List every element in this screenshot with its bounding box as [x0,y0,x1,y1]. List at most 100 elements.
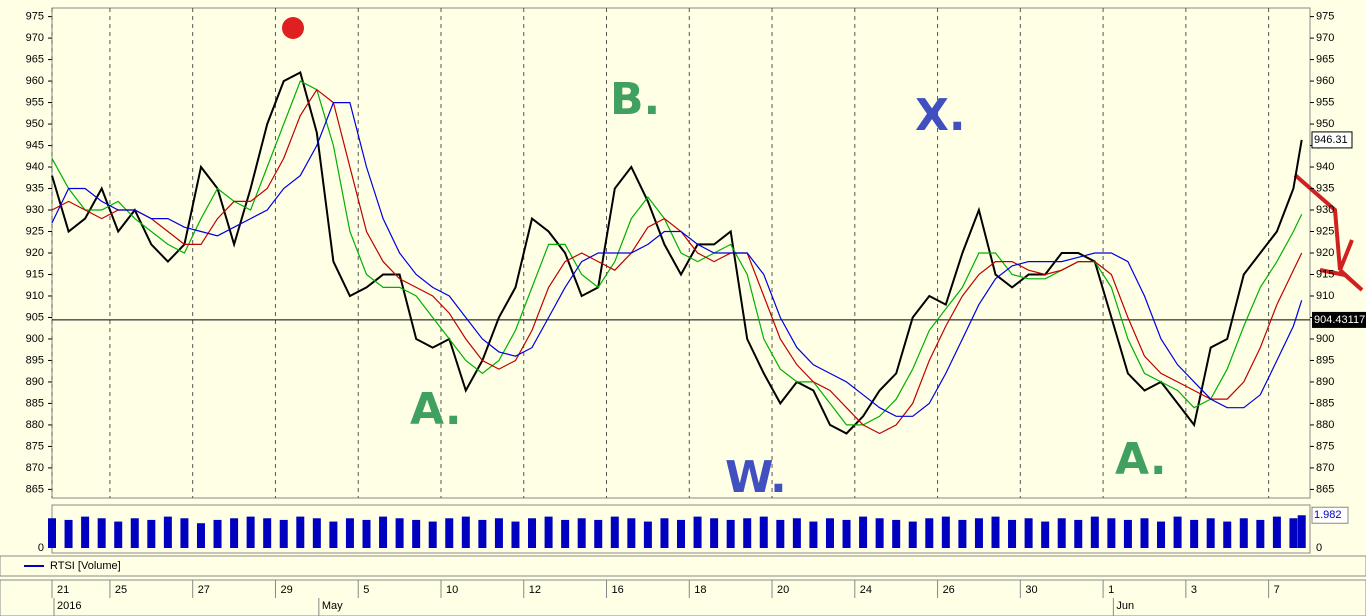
vol-box [1311,506,1349,524]
volume-bar [743,518,752,548]
volume-bar [1074,519,1083,548]
y-tick-label: 930 [26,204,44,216]
volume-bar [693,516,702,548]
legend-text: RTSI [Volume] [50,560,121,572]
volume-bar [163,516,172,548]
volume-bar [561,519,570,548]
volume-bar [196,523,205,548]
volume-bar [710,518,719,548]
x-tick-label: 29 [280,584,292,596]
volume-bar [544,516,553,548]
y2-tick-label: 875 [1316,440,1334,452]
volume-bar [97,518,106,548]
volume-bar [1024,518,1033,548]
y-tick-label: 875 [26,440,44,452]
volume-bar [1190,519,1199,548]
y-tick-label: 950 [26,118,44,130]
volume-bar [643,521,652,548]
ma-line [51,80,1303,426]
y2-tick-label: 960 [1316,75,1334,87]
volume-bar [925,518,934,548]
volume-bar [677,519,685,548]
volume-bar [130,518,139,548]
volume-bar [230,518,239,548]
y-tick-label: 935 [26,182,44,194]
volume-bar [296,516,305,548]
y-tick-label: 960 [26,75,44,87]
volume-bar [941,516,950,548]
annotation: B. [610,74,660,125]
volume-bar [859,516,868,548]
volume-bar [329,521,338,548]
y-tick-label: 945 [26,139,44,151]
volume-bar [1123,519,1132,548]
volume-bar [660,518,669,548]
volume-bar [1107,518,1116,548]
volume-bar [428,521,437,548]
x-tick-label: 24 [860,584,872,596]
volume-bar [312,518,321,548]
volume-bar [246,516,255,548]
y2-tick-label: 935 [1316,182,1334,194]
volume-bar [825,518,834,548]
annotation: A. [410,384,462,435]
volume-bar [461,516,470,548]
vol-tick-label-right: 0 [1316,542,1322,554]
x-tick-label: 25 [115,584,127,596]
volume-bar [1008,519,1017,548]
level-box [1312,311,1366,328]
vol-tick-label: 0 [38,542,44,554]
y-tick-label: 915 [26,268,44,280]
volume-bar [48,518,56,548]
volume-bar [263,518,272,548]
volume-bar [345,518,354,548]
x-tick-label: 1 [1108,584,1114,596]
ma-line [51,102,1303,417]
volume-bar [776,519,785,548]
y-tick-label: 905 [26,311,44,323]
volume-bar [1289,518,1298,548]
y2-tick-label: 925 [1316,225,1334,237]
volume-bar [875,518,884,548]
y2-tick-label: 955 [1316,96,1334,108]
y2-tick-label: 915 [1316,268,1334,280]
y2-tick-label: 975 [1316,11,1334,23]
volume-bar [1223,521,1232,548]
volume-bar [792,518,801,548]
y-tick-label: 920 [26,247,44,259]
volume-bar [445,518,454,548]
y-tick-label: 965 [26,53,44,65]
volume-bar [610,516,619,548]
x-tick-label: 27 [198,584,210,596]
legend-strip [0,555,1366,577]
y-tick-label: 890 [26,376,44,388]
month-label: May [322,600,343,612]
volume-bar [494,518,503,548]
volume-bar [908,521,917,548]
annotation: W. [725,452,787,503]
vol-label: 1.982 [1314,509,1342,521]
y-tick-label: 910 [26,290,44,302]
x-tick-label: 21 [57,584,69,596]
volume-bar [759,516,768,548]
volume-bar [362,519,371,548]
volume-bar [395,518,404,548]
y2-tick-label: 910 [1316,290,1334,302]
y2-tick-label: 890 [1316,376,1334,388]
volume-bar [528,518,537,548]
y2-tick-label: 895 [1316,354,1334,366]
y-tick-label: 940 [26,161,44,173]
volume-bar [1239,518,1248,548]
y2-tick-label: 870 [1316,462,1334,474]
y2-tick-label: 965 [1316,53,1334,65]
month-label: 2016 [57,600,81,612]
volume-bar [1256,519,1265,548]
volume-bar [974,518,983,548]
hand-arrow [1293,173,1364,292]
y-tick-label: 885 [26,397,44,409]
y2-tick-label: 885 [1316,397,1334,409]
x-tick-label: 3 [1191,584,1197,596]
volume-bar [726,519,735,548]
y-tick-label: 900 [26,333,44,345]
